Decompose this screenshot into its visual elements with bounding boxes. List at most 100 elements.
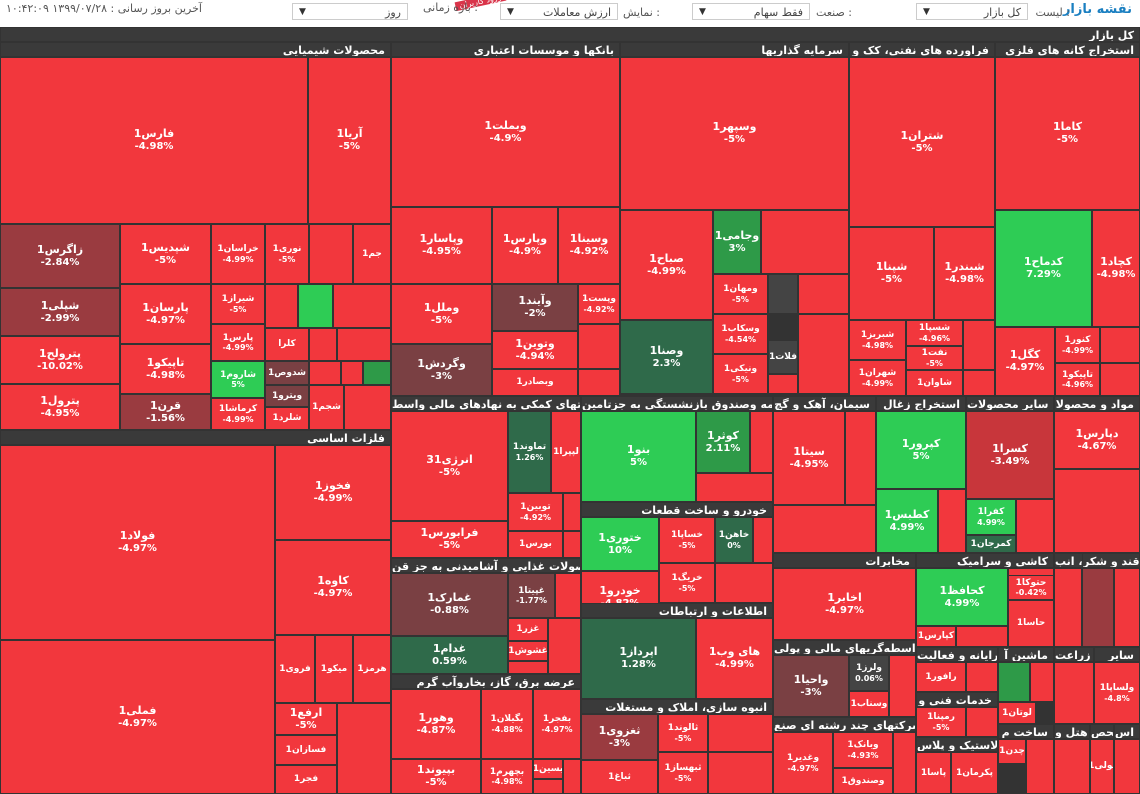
stock-tile[interactable] xyxy=(337,703,391,794)
stock-tile[interactable]: بنو1 5% xyxy=(581,411,696,502)
stock-tile[interactable]: نوری1 -5% xyxy=(265,224,309,284)
stock-tile[interactable]: انرژی31 -5% xyxy=(391,411,508,521)
stock-tile[interactable]: وسینا1 -4.92% xyxy=(558,207,620,284)
stock-tile[interactable] xyxy=(1114,739,1140,794)
sector-fin-aux[interactable]: فعالیتهای کمکی به نهادهای مالی واسط xyxy=(391,396,581,411)
stock-tile[interactable]: بپیوند1 -5% xyxy=(391,759,481,794)
stock-tile[interactable]: میکو1 xyxy=(315,635,353,703)
stock-tile[interactable]: دپارس1 -4.67% xyxy=(1054,411,1140,469)
sector-food[interactable]: محصولات غذایی و آشامیدنی به جز قن xyxy=(391,558,581,573)
stock-tile[interactable]: تولی1 xyxy=(1090,739,1114,794)
stock-tile[interactable] xyxy=(1054,662,1094,724)
stock-tile[interactable]: بفجر1 -4.97% xyxy=(533,689,581,759)
stock-tile[interactable]: ونیکی1 -5% xyxy=(713,354,768,394)
stock-tile[interactable]: ارفع1 -5% xyxy=(275,703,337,735)
stock-tile[interactable]: شتران1 -5% xyxy=(849,57,995,227)
stock-tile[interactable] xyxy=(1054,568,1082,647)
stock-tile[interactable]: خراسان1 -4.99% xyxy=(211,224,265,284)
sector-other-products[interactable]: سایر محصولات xyxy=(966,396,1054,411)
stock-tile[interactable] xyxy=(768,374,798,394)
sector-chem[interactable]: محصولات شیمیایی xyxy=(0,42,391,57)
stock-tile[interactable]: تماوند1 1.26% xyxy=(508,411,551,493)
stock-tile[interactable]: بورس1 xyxy=(508,531,563,558)
stock-tile[interactable]: بگیلان1 -4.88% xyxy=(481,689,533,759)
stock-tile[interactable] xyxy=(578,324,620,369)
stock-tile[interactable] xyxy=(1054,469,1140,553)
stock-tile[interactable] xyxy=(696,473,773,502)
sector-tel2[interactable]: اس xyxy=(1114,724,1140,739)
sector-build[interactable]: ساخت م xyxy=(998,724,1054,739)
stock-tile[interactable]: لوتان1 xyxy=(998,702,1036,724)
sector-oil[interactable]: فراورده های نفتی، کک و xyxy=(849,42,995,57)
stock-tile[interactable]: کلرا xyxy=(265,328,309,361)
stock-tile[interactable]: لپپرا1 xyxy=(551,411,581,493)
stock-tile[interactable]: کاوه1 -4.97% xyxy=(275,540,391,635)
stock-tile[interactable]: بچهرم1 -4.98% xyxy=(481,759,533,794)
stock-tile[interactable]: کرماشا1 -4.99% xyxy=(211,398,265,430)
stock-tile[interactable]: فجر1 xyxy=(275,765,337,794)
stock-tile[interactable]: کوثر1 2.11% xyxy=(696,411,750,473)
stock-tile[interactable]: آریا1 -5% xyxy=(308,57,391,224)
stock-tile[interactable]: خساپا1 -5% xyxy=(659,517,715,563)
stock-tile[interactable]: خریگ1 -5% xyxy=(659,563,715,603)
sector-realestate[interactable]: انبوه سازی، املاک و مستغلات xyxy=(581,699,773,714)
sector-telecom[interactable]: اطلاعات و ارتباطات xyxy=(581,603,773,618)
stock-tile[interactable]: شپلی1 -2.99% xyxy=(0,288,120,336)
stock-tile[interactable]: وهور1 -4.87% xyxy=(391,689,481,759)
sector-fin-mon[interactable]: واسطه‌گریهای مالی و پولی xyxy=(773,640,916,655)
stock-tile[interactable]: شلرد1 xyxy=(265,407,309,430)
stock-tile[interactable]: وبملت1 -4.9% xyxy=(391,57,620,207)
stock-tile[interactable]: شبریز1 -4.98% xyxy=(849,320,906,360)
stock-tile[interactable]: پاسا1 xyxy=(916,752,951,794)
stock-tile[interactable] xyxy=(761,210,849,274)
stock-tile[interactable]: غپیتا1 -1.77% xyxy=(508,573,555,618)
stock-tile[interactable]: فولاد1 -4.97% xyxy=(0,445,275,640)
stock-tile[interactable] xyxy=(715,563,773,603)
stock-tile[interactable] xyxy=(963,320,995,370)
sector-hotel[interactable]: هتل و xyxy=(1054,724,1090,739)
sector-insurance[interactable]: بیمه وصندوق بازنشستگی به جزتامین xyxy=(581,396,773,411)
stock-tile[interactable]: ختوری1 10% xyxy=(581,517,659,571)
stock-tile[interactable]: وصندوق1 xyxy=(833,768,893,794)
stock-tile[interactable]: وبصادر1 xyxy=(492,369,578,396)
stock-tile[interactable]: کاما1 -5% xyxy=(995,57,1140,210)
stock-tile[interactable]: ولساپا1 -4.8% xyxy=(1094,662,1140,724)
stock-tile[interactable]: فروی1 xyxy=(275,635,315,703)
sector-other[interactable]: سایر xyxy=(1094,647,1140,662)
stock-tile[interactable]: وپارس1 -4.9% xyxy=(492,207,558,284)
stock-tile[interactable]: هرمز1 xyxy=(353,635,391,703)
stock-tile[interactable]: کفرا1 4.99% xyxy=(966,499,1016,535)
stock-tile[interactable]: رافور1 xyxy=(916,662,966,692)
stock-tile[interactable] xyxy=(337,328,391,361)
stock-tile[interactable] xyxy=(773,505,876,553)
stock-tile[interactable]: بسین1 xyxy=(533,759,563,779)
stock-tile[interactable]: چدن1 xyxy=(998,739,1026,764)
stock-tile[interactable] xyxy=(563,493,581,531)
sector-materials[interactable]: مواد و محصولا xyxy=(1054,396,1140,411)
sector-computer[interactable]: رایانه و فعالیت xyxy=(916,647,998,662)
stock-tile[interactable] xyxy=(578,369,620,396)
stock-tile[interactable] xyxy=(893,732,916,794)
stock-tile[interactable] xyxy=(1114,568,1140,647)
stock-tile[interactable]: شیراز1 -5% xyxy=(211,284,265,324)
stock-tile[interactable] xyxy=(966,662,998,692)
sector-agri[interactable]: زراعت xyxy=(1054,647,1094,662)
sector-banks[interactable]: بانکها و موسسات اعتباری xyxy=(391,42,620,57)
stock-tile[interactable]: وسپهر1 -5% xyxy=(620,57,849,210)
stock-tile[interactable]: شدوص1 xyxy=(265,361,309,385)
sector-util[interactable]: عرضه برق، گاز، بخاروآب گرم xyxy=(391,674,581,689)
stock-tile[interactable]: پارسان1 -4.97% xyxy=(120,284,211,344)
stock-tile[interactable] xyxy=(1082,568,1114,647)
stock-tile[interactable]: وغدیر1 -4.97% xyxy=(773,732,833,794)
stock-tile[interactable]: فسازان1 xyxy=(275,735,337,765)
stock-tile[interactable] xyxy=(548,618,581,674)
stock-tile[interactable] xyxy=(956,626,1008,647)
stock-tile[interactable] xyxy=(708,752,773,794)
stock-tile[interactable]: های وب1 -4.99% xyxy=(696,618,773,699)
stock-tile[interactable]: حتوکا1 -0.42% xyxy=(1008,575,1054,600)
stock-tile[interactable]: ویترو1 xyxy=(265,385,309,407)
stock-tile[interactable] xyxy=(798,274,849,314)
stock-tile[interactable]: کطبس1 4.99% xyxy=(876,489,938,553)
list-select[interactable]: ▼ کل بازار xyxy=(916,3,1028,20)
stock-tile[interactable] xyxy=(1054,739,1090,794)
